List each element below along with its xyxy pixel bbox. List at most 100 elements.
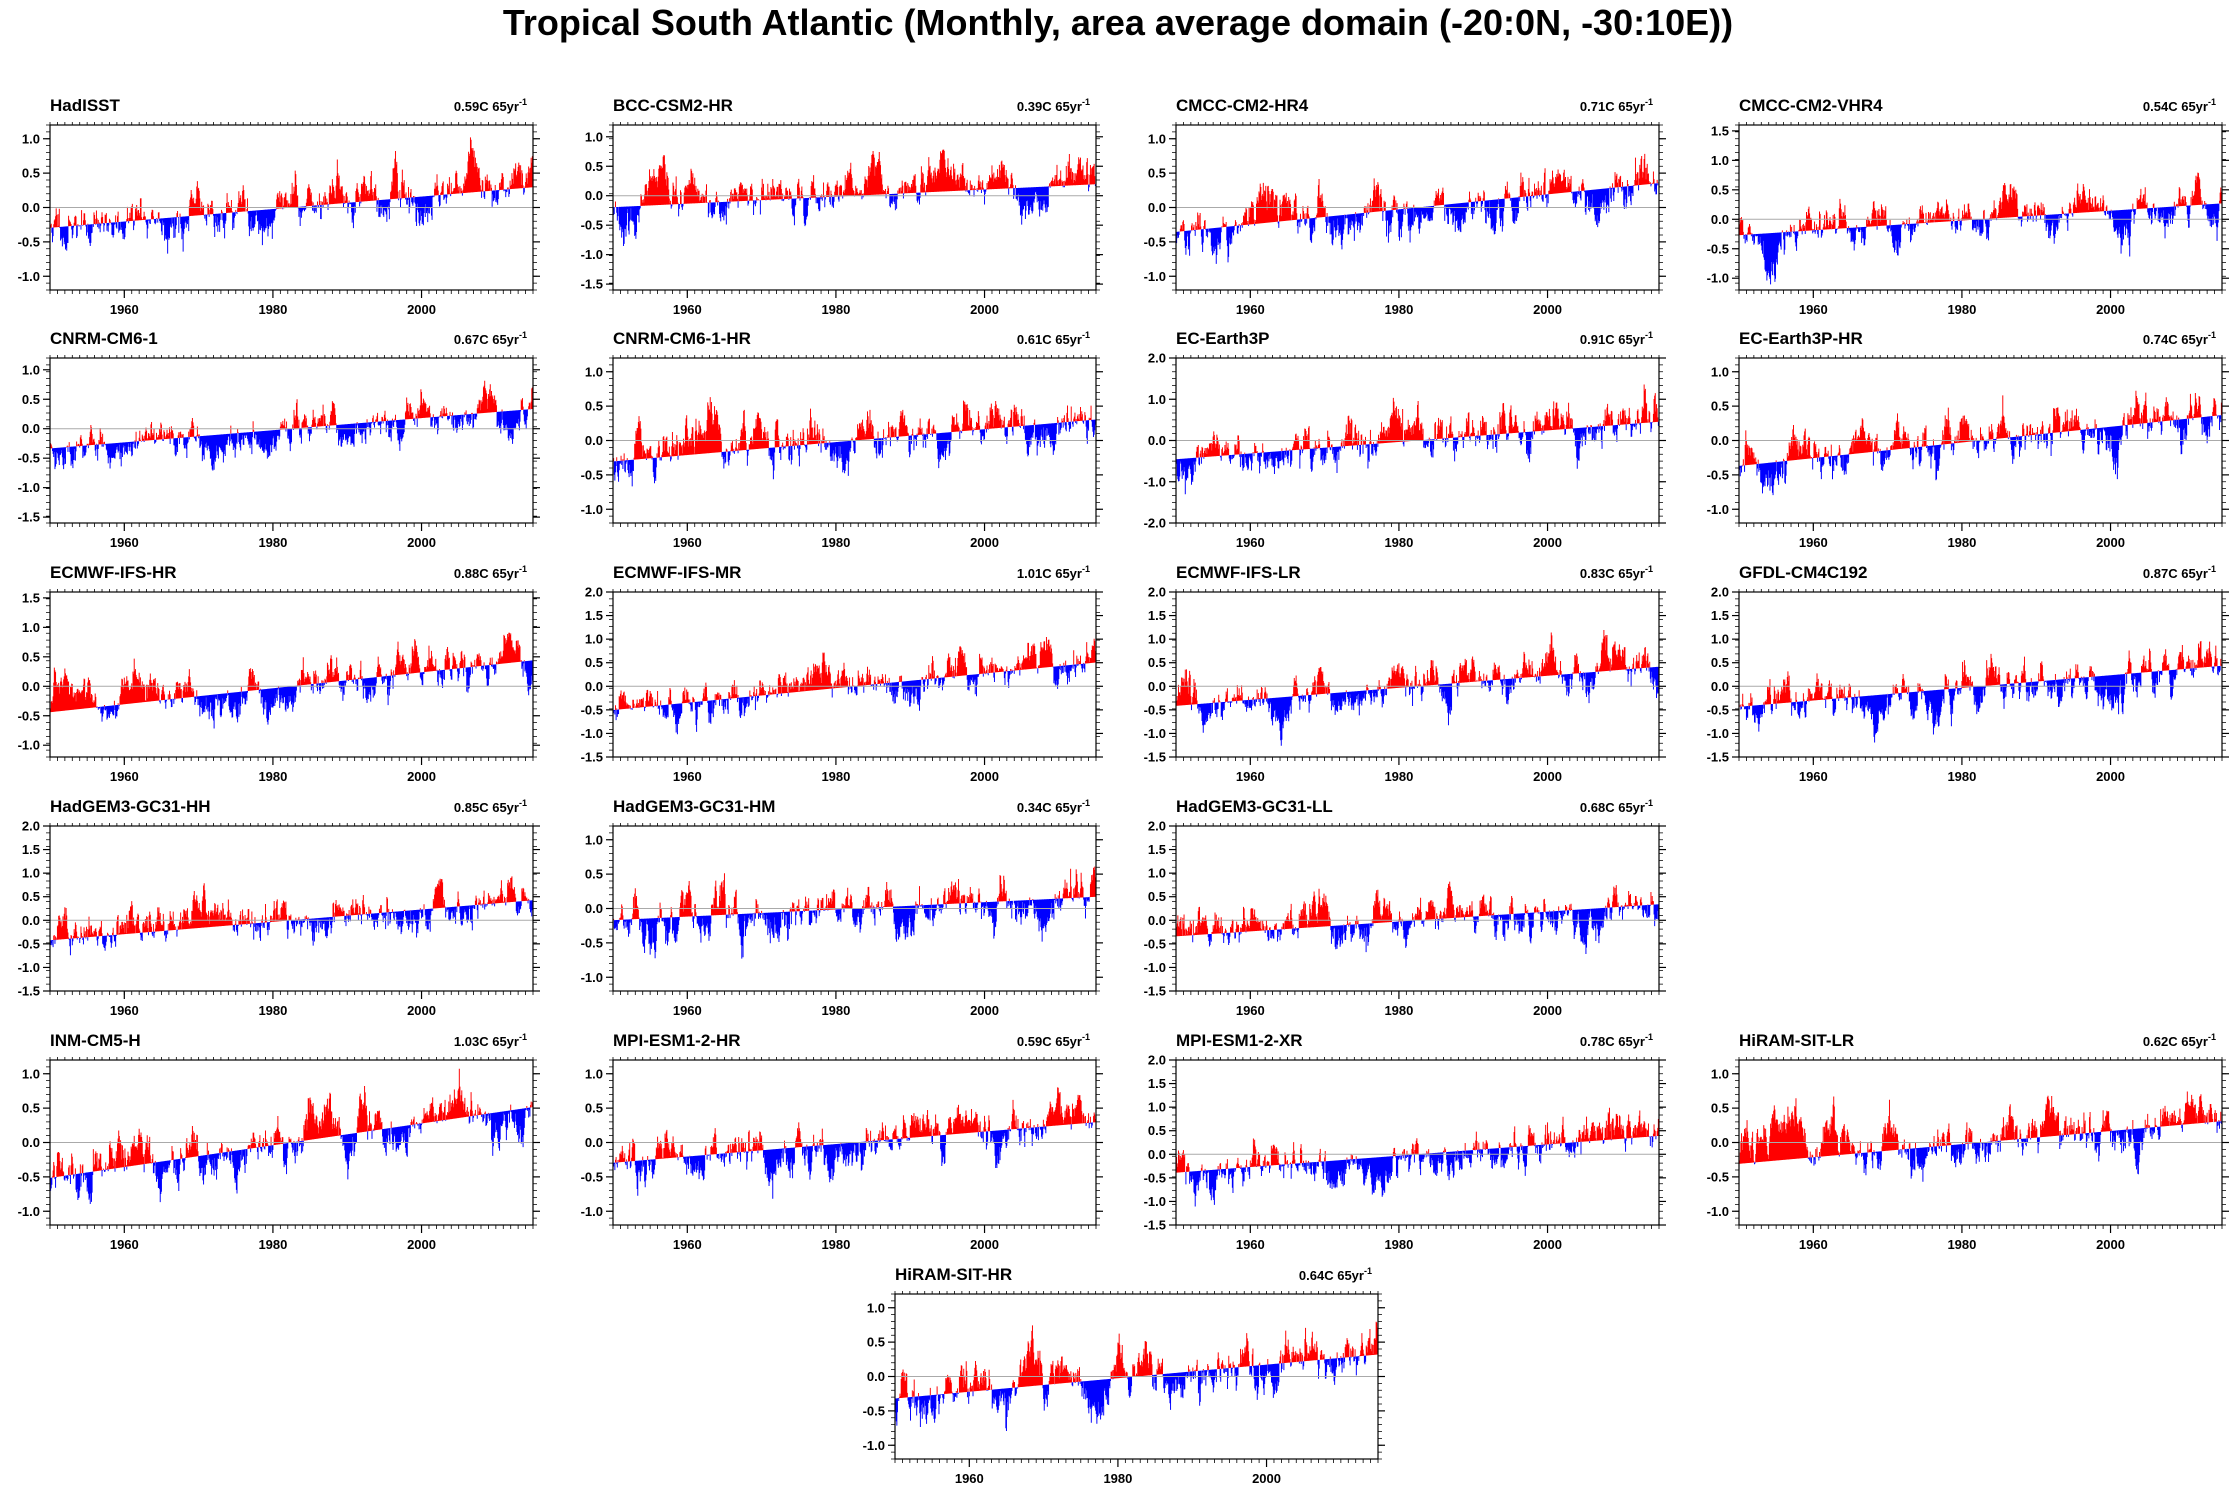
- x-tick-label: 1980: [1103, 1471, 1132, 1486]
- x-tick-label: 1980: [258, 535, 287, 550]
- y-tick-label: -0.5: [18, 936, 40, 951]
- y-tick-label: 0.5: [867, 1335, 885, 1350]
- y-minor-ticks: [1172, 591, 1663, 758]
- x-minor-ticks: [612, 355, 1097, 527]
- y-tick-label: -0.5: [18, 234, 40, 249]
- panel-title: HiRAM-SIT-HR: [895, 1265, 1012, 1284]
- trend-label: 0.64C 65yr-1: [1299, 1266, 1372, 1283]
- trend-label: 0.59C 65yr-1: [454, 97, 527, 114]
- x-tick-label: 2000: [407, 302, 436, 317]
- x-tick-label: 1960: [1799, 302, 1828, 317]
- x-minor-ticks: [612, 1057, 1097, 1229]
- y-tick-label: -0.5: [1144, 234, 1166, 249]
- negative-bars: [613, 1122, 1094, 1199]
- x-tick-label: 1960: [110, 769, 139, 784]
- chart-panel: HiRAM-SIT-LR 0.62C 65yr-1 1.0 0.5 0.0 -0.5 -1.…: [1707, 1031, 2229, 1252]
- positive-bars: [614, 149, 1096, 208]
- y-tick-label: 2.0: [585, 585, 603, 600]
- y-tick-label: -0.5: [581, 1169, 603, 1184]
- y-tick-label: 0.0: [1148, 433, 1166, 448]
- x-tick-label: 1980: [1947, 535, 1976, 550]
- y-tick-label: 1.0: [22, 131, 40, 146]
- y-tick-label: -1.5: [581, 277, 603, 292]
- y-minor-ticks: [1172, 124, 1663, 291]
- y-tick-label: 1.0: [22, 1066, 40, 1081]
- panel-title: EC-Earth3P: [1176, 329, 1270, 348]
- y-minor-ticks: [1735, 591, 2226, 758]
- y-tick-label: -1.0: [581, 970, 603, 985]
- y-tick-label: -1.0: [18, 738, 40, 753]
- y-tick-label: 0.5: [1148, 1123, 1166, 1138]
- y-tick-label: 0.5: [1711, 399, 1729, 414]
- x-tick-label: 1960: [1236, 1003, 1265, 1018]
- y-minor-ticks: [1735, 124, 2226, 291]
- y-tick-label: -0.5: [1144, 702, 1166, 717]
- positive-bars: [51, 1068, 533, 1178]
- y-tick-label: -1.5: [18, 984, 40, 999]
- y-tick-label: -0.5: [18, 708, 40, 723]
- y-tick-label: 1.0: [22, 620, 40, 635]
- x-tick-label: 1980: [258, 1237, 287, 1252]
- panel-title: CNRM-CM6-1: [50, 329, 158, 348]
- panel-title: ECMWF-IFS-LR: [1176, 563, 1301, 582]
- panel-title: CNRM-CM6-1-HR: [613, 329, 751, 348]
- positive-bars: [898, 1321, 1378, 1399]
- y-tick-label: 1.0: [585, 1066, 603, 1081]
- y-minor-ticks: [609, 825, 1100, 992]
- trend-label: 0.83C 65yr-1: [1580, 564, 1653, 581]
- trend-label: 0.74C 65yr-1: [2143, 330, 2216, 347]
- trend-label: 0.39C 65yr-1: [1017, 97, 1090, 114]
- y-tick-label: 0.0: [585, 901, 603, 916]
- chart-panel: MPI-ESM1-2-HR 0.59C 65yr-1 1.0 0.5 0.0 -0.5 -1…: [581, 1031, 1103, 1252]
- y-tick-label: 1.0: [22, 866, 40, 881]
- x-tick-label: 2000: [2096, 535, 2125, 550]
- y-minor-ticks: [609, 591, 1100, 758]
- y-tick-label: -1.5: [1144, 984, 1166, 999]
- y-tick-label: 1.0: [1148, 1100, 1166, 1115]
- y-minor-ticks: [1735, 1059, 2226, 1226]
- y-tick-label: 1.0: [1711, 1066, 1729, 1081]
- y-tick-label: -1.0: [18, 1204, 40, 1219]
- x-tick-label: 2000: [1533, 1003, 1562, 1018]
- x-minor-ticks: [612, 823, 1097, 995]
- y-tick-label: -0.5: [1144, 1170, 1166, 1185]
- y-minor-ticks: [46, 825, 537, 992]
- y-tick-label: 2.0: [1148, 585, 1166, 600]
- y-minor-ticks: [46, 357, 537, 524]
- x-tick-label: 1960: [1236, 1237, 1265, 1252]
- panel-title: HadISST: [50, 96, 121, 115]
- y-tick-label: 0.0: [1711, 1135, 1729, 1150]
- figure-title: Tropical South Atlantic (Monthly, area a…: [502, 2, 1734, 43]
- y-tick-label: -1.0: [581, 502, 603, 517]
- chart-panel: CNRM-CM6-1-HR 0.61C 65yr-1 1.0 0.5 0.0 -0.5 -1…: [581, 329, 1103, 550]
- chart-panel: EC-Earth3P 0.91C 65yr-1 2.0 1.0 0.0 -1.0 -2.0 1…: [1144, 329, 1666, 550]
- plot-frame: [1738, 124, 2223, 291]
- trend-label: 0.87C 65yr-1: [2143, 564, 2216, 581]
- y-tick-label: -1.5: [1144, 1218, 1166, 1233]
- y-tick-label: -1.5: [1144, 750, 1166, 765]
- x-tick-label: 1960: [673, 1003, 702, 1018]
- y-tick-label: 1.0: [1148, 392, 1166, 407]
- x-tick-label: 1960: [1236, 769, 1265, 784]
- chart-panel: BCC-CSM2-HR 0.39C 65yr-1 1.0 0.5 0.0 -0.5 -1.0…: [581, 96, 1103, 317]
- chart-panel: MPI-ESM1-2-XR 0.78C 65yr-1 2.0 1.5 1.0 0.5 0.0…: [1144, 1031, 1666, 1252]
- y-tick-label: -0.5: [18, 451, 40, 466]
- y-tick-label: -1.0: [863, 1438, 885, 1453]
- y-minor-ticks: [1172, 825, 1663, 992]
- y-tick-label: 1.0: [1148, 866, 1166, 881]
- y-tick-label: -1.0: [1144, 726, 1166, 741]
- y-tick-label: 1.0: [585, 832, 603, 847]
- panel-title: CMCC-CM2-VHR4: [1739, 96, 1883, 115]
- x-minor-ticks: [49, 823, 534, 995]
- negative-bars: [1739, 415, 2222, 496]
- x-tick-label: 2000: [970, 769, 999, 784]
- negative-bars: [1175, 666, 1659, 746]
- x-tick-label: 1960: [673, 1237, 702, 1252]
- plot-frame: [1738, 591, 2223, 758]
- x-tick-label: 1980: [1384, 1237, 1413, 1252]
- plot-frame: [49, 591, 534, 758]
- y-tick-label: 1.5: [22, 842, 40, 857]
- plot-frame: [612, 591, 1097, 758]
- y-tick-label: -0.5: [1707, 241, 1729, 256]
- y-minor-ticks: [1735, 357, 2226, 524]
